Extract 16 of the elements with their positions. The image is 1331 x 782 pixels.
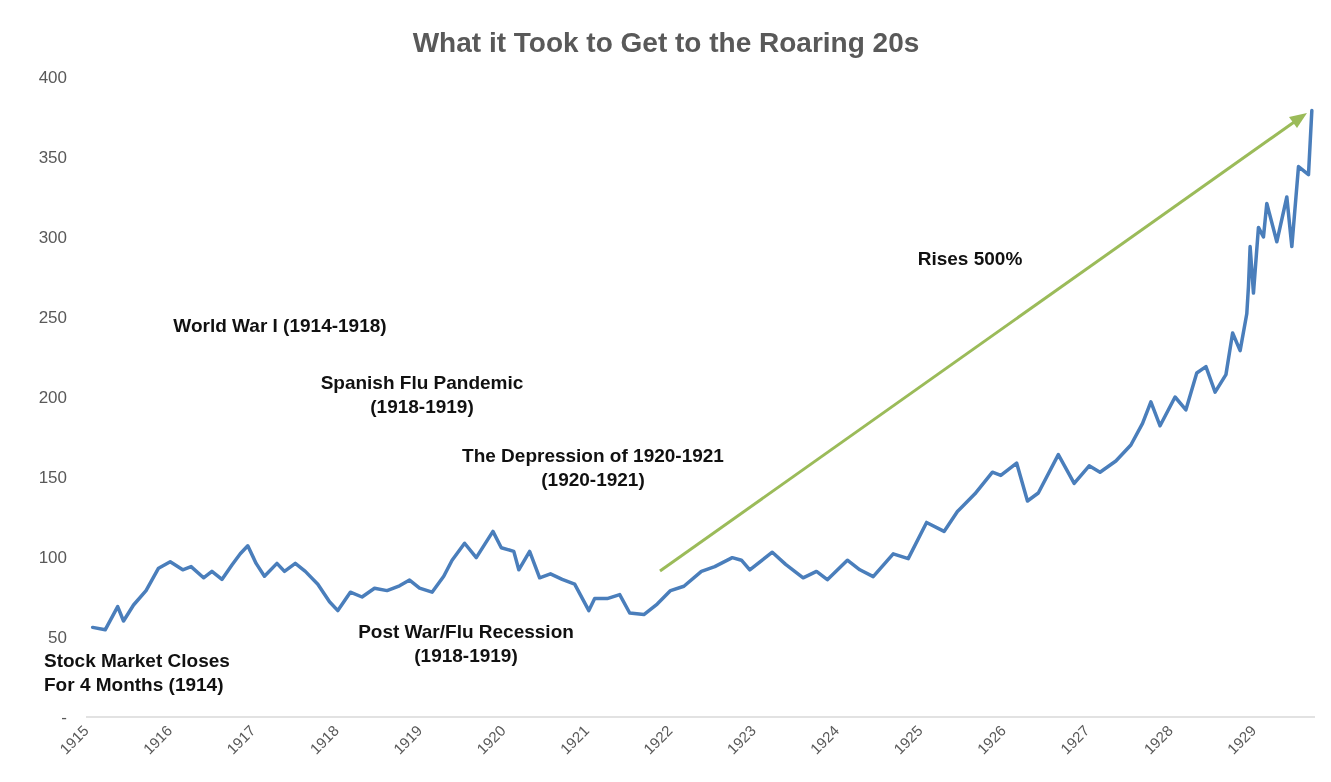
- y-tick-label: 150: [38, 467, 67, 487]
- y-tick-label: 400: [38, 67, 67, 87]
- annotation: World War I (1914-1918): [173, 315, 387, 336]
- y-tick-label: 350: [38, 147, 67, 167]
- y-tick-label: 200: [38, 387, 67, 407]
- chart-title: What it Took to Get to the Roaring 20s: [412, 27, 920, 58]
- y-tick-label: 50: [48, 627, 67, 647]
- y-tick-label: -: [61, 707, 67, 727]
- annotation: Post War/Flu Recession (1918-1919): [358, 621, 574, 666]
- y-tick-label: 250: [38, 307, 67, 327]
- annotation: The Depression of 1920-1921 (1920-1921): [462, 445, 725, 490]
- y-tick-label: 300: [38, 227, 67, 247]
- annotation: Spanish Flu Pandemic (1918-1919): [320, 372, 524, 417]
- annotation: Stock Market Closes For 4 Months (1914): [44, 650, 230, 695]
- y-tick-label: 100: [38, 547, 67, 567]
- annotation: Rises 500%: [917, 248, 1023, 269]
